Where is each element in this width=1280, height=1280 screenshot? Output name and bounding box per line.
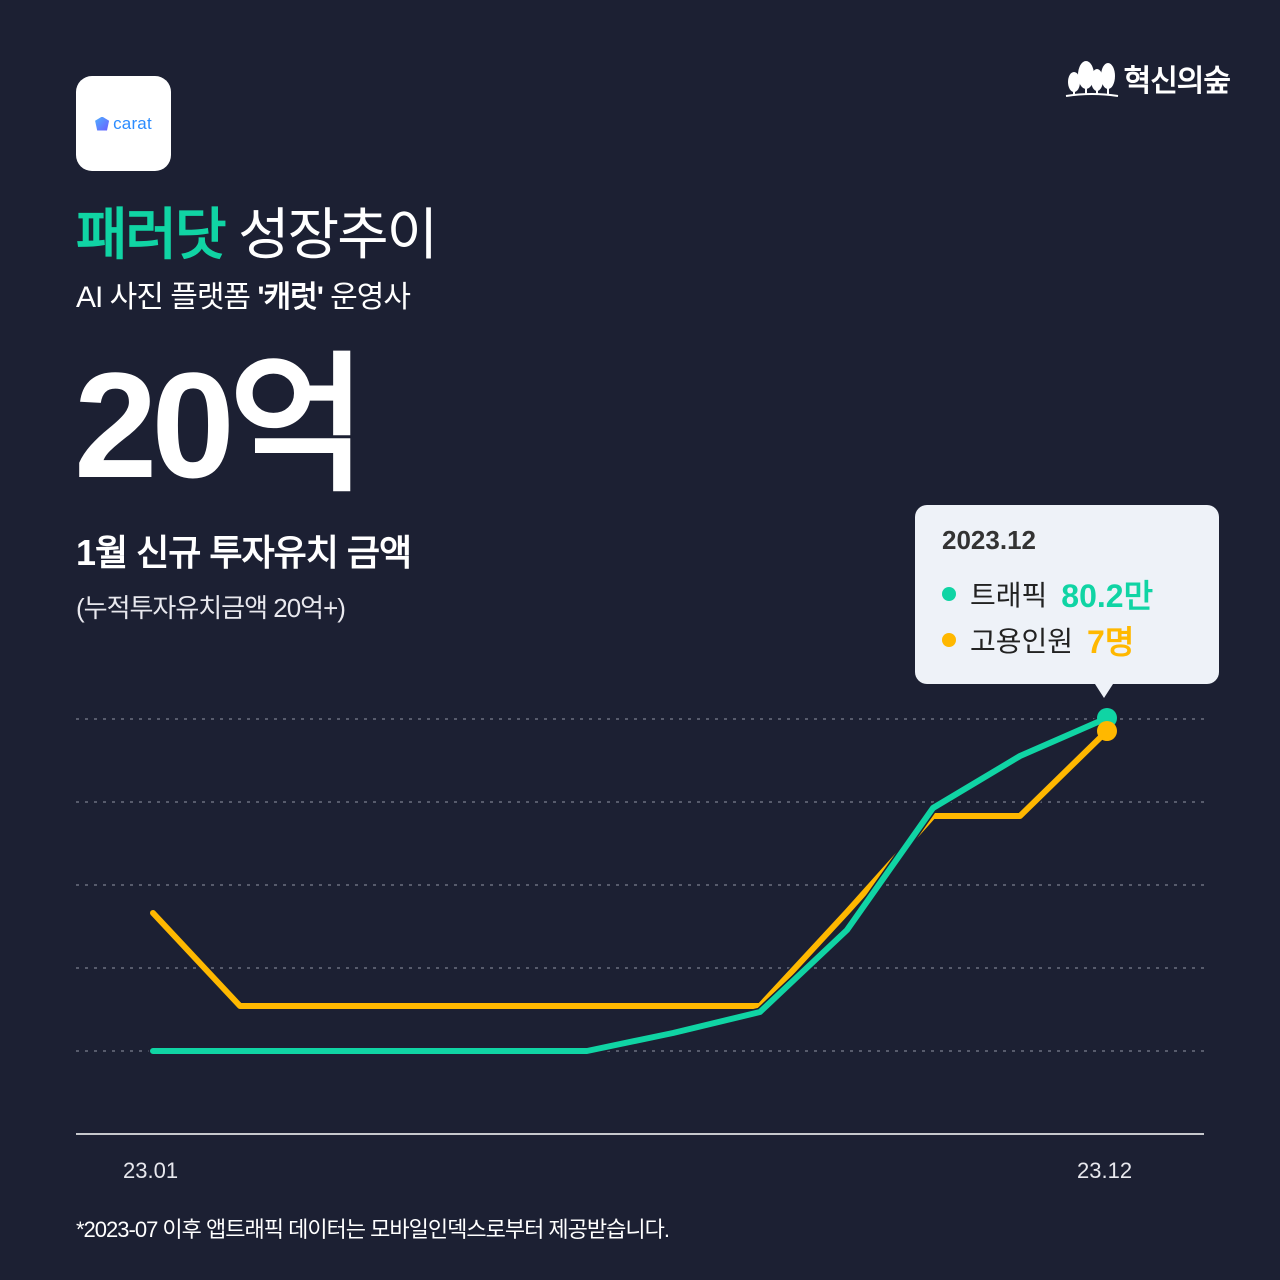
app-name: carat — [113, 113, 152, 133]
footnote: *2023-07 이후 앱트래픽 데이터는 모바일인덱스로부터 제공받습니다. — [76, 1217, 670, 1242]
employees-value: 7명 — [1087, 624, 1135, 660]
subtitle-product: '캐럿' — [257, 281, 323, 314]
x-axis-start-label: 23.01 — [123, 1158, 179, 1183]
gridlines — [76, 718, 1204, 1052]
employees-label: 고용인원 — [970, 626, 1074, 657]
employees-legend-dot-icon — [942, 633, 956, 647]
subtitle-suffix: 운영사 — [322, 281, 411, 314]
traffic-label: 트래픽 — [970, 580, 1048, 611]
subtitle: AI 사진 플랫폼 '캐럿' 운영사 — [76, 272, 411, 316]
metric-label: 1월 신규 투자유치 금액 — [76, 532, 412, 573]
brand-logo: 혁신의숲 — [1064, 56, 1231, 100]
forest-trees-icon — [1065, 61, 1118, 97]
employees-endpoint-marker — [1097, 721, 1117, 741]
traffic-value: 80.2만 — [1061, 578, 1154, 614]
gem-logo-icon — [95, 116, 110, 131]
traffic-legend-dot-icon — [942, 587, 956, 601]
tooltip-date: 2023.12 — [942, 525, 1036, 555]
metric-note: (누적투자유치금액 20억+) — [76, 593, 346, 623]
company-name: 패러닷 — [76, 203, 227, 266]
tooltip-row-traffic: 트래픽 80.2만 — [942, 571, 1153, 617]
data-tooltip: 2023.12 트래픽 80.2만 고용인원 7명 — [915, 505, 1219, 698]
brand-name: 혁신의숲 — [1123, 65, 1231, 98]
subtitle-prefix: AI 사진 플랫폼 — [76, 281, 258, 314]
page-title: 패러닷 성장추이 — [76, 190, 438, 271]
employees-line — [148, 726, 1112, 1011]
title-rest: 성장추이 — [238, 203, 438, 266]
metric-value: 20억 — [74, 341, 367, 509]
traffic-line — [148, 713, 1112, 1056]
x-axis-end-label: 23.12 — [1077, 1158, 1133, 1183]
tooltip-row-employees: 고용인원 7명 — [942, 617, 1134, 663]
carat-app-icon: carat — [76, 76, 171, 171]
